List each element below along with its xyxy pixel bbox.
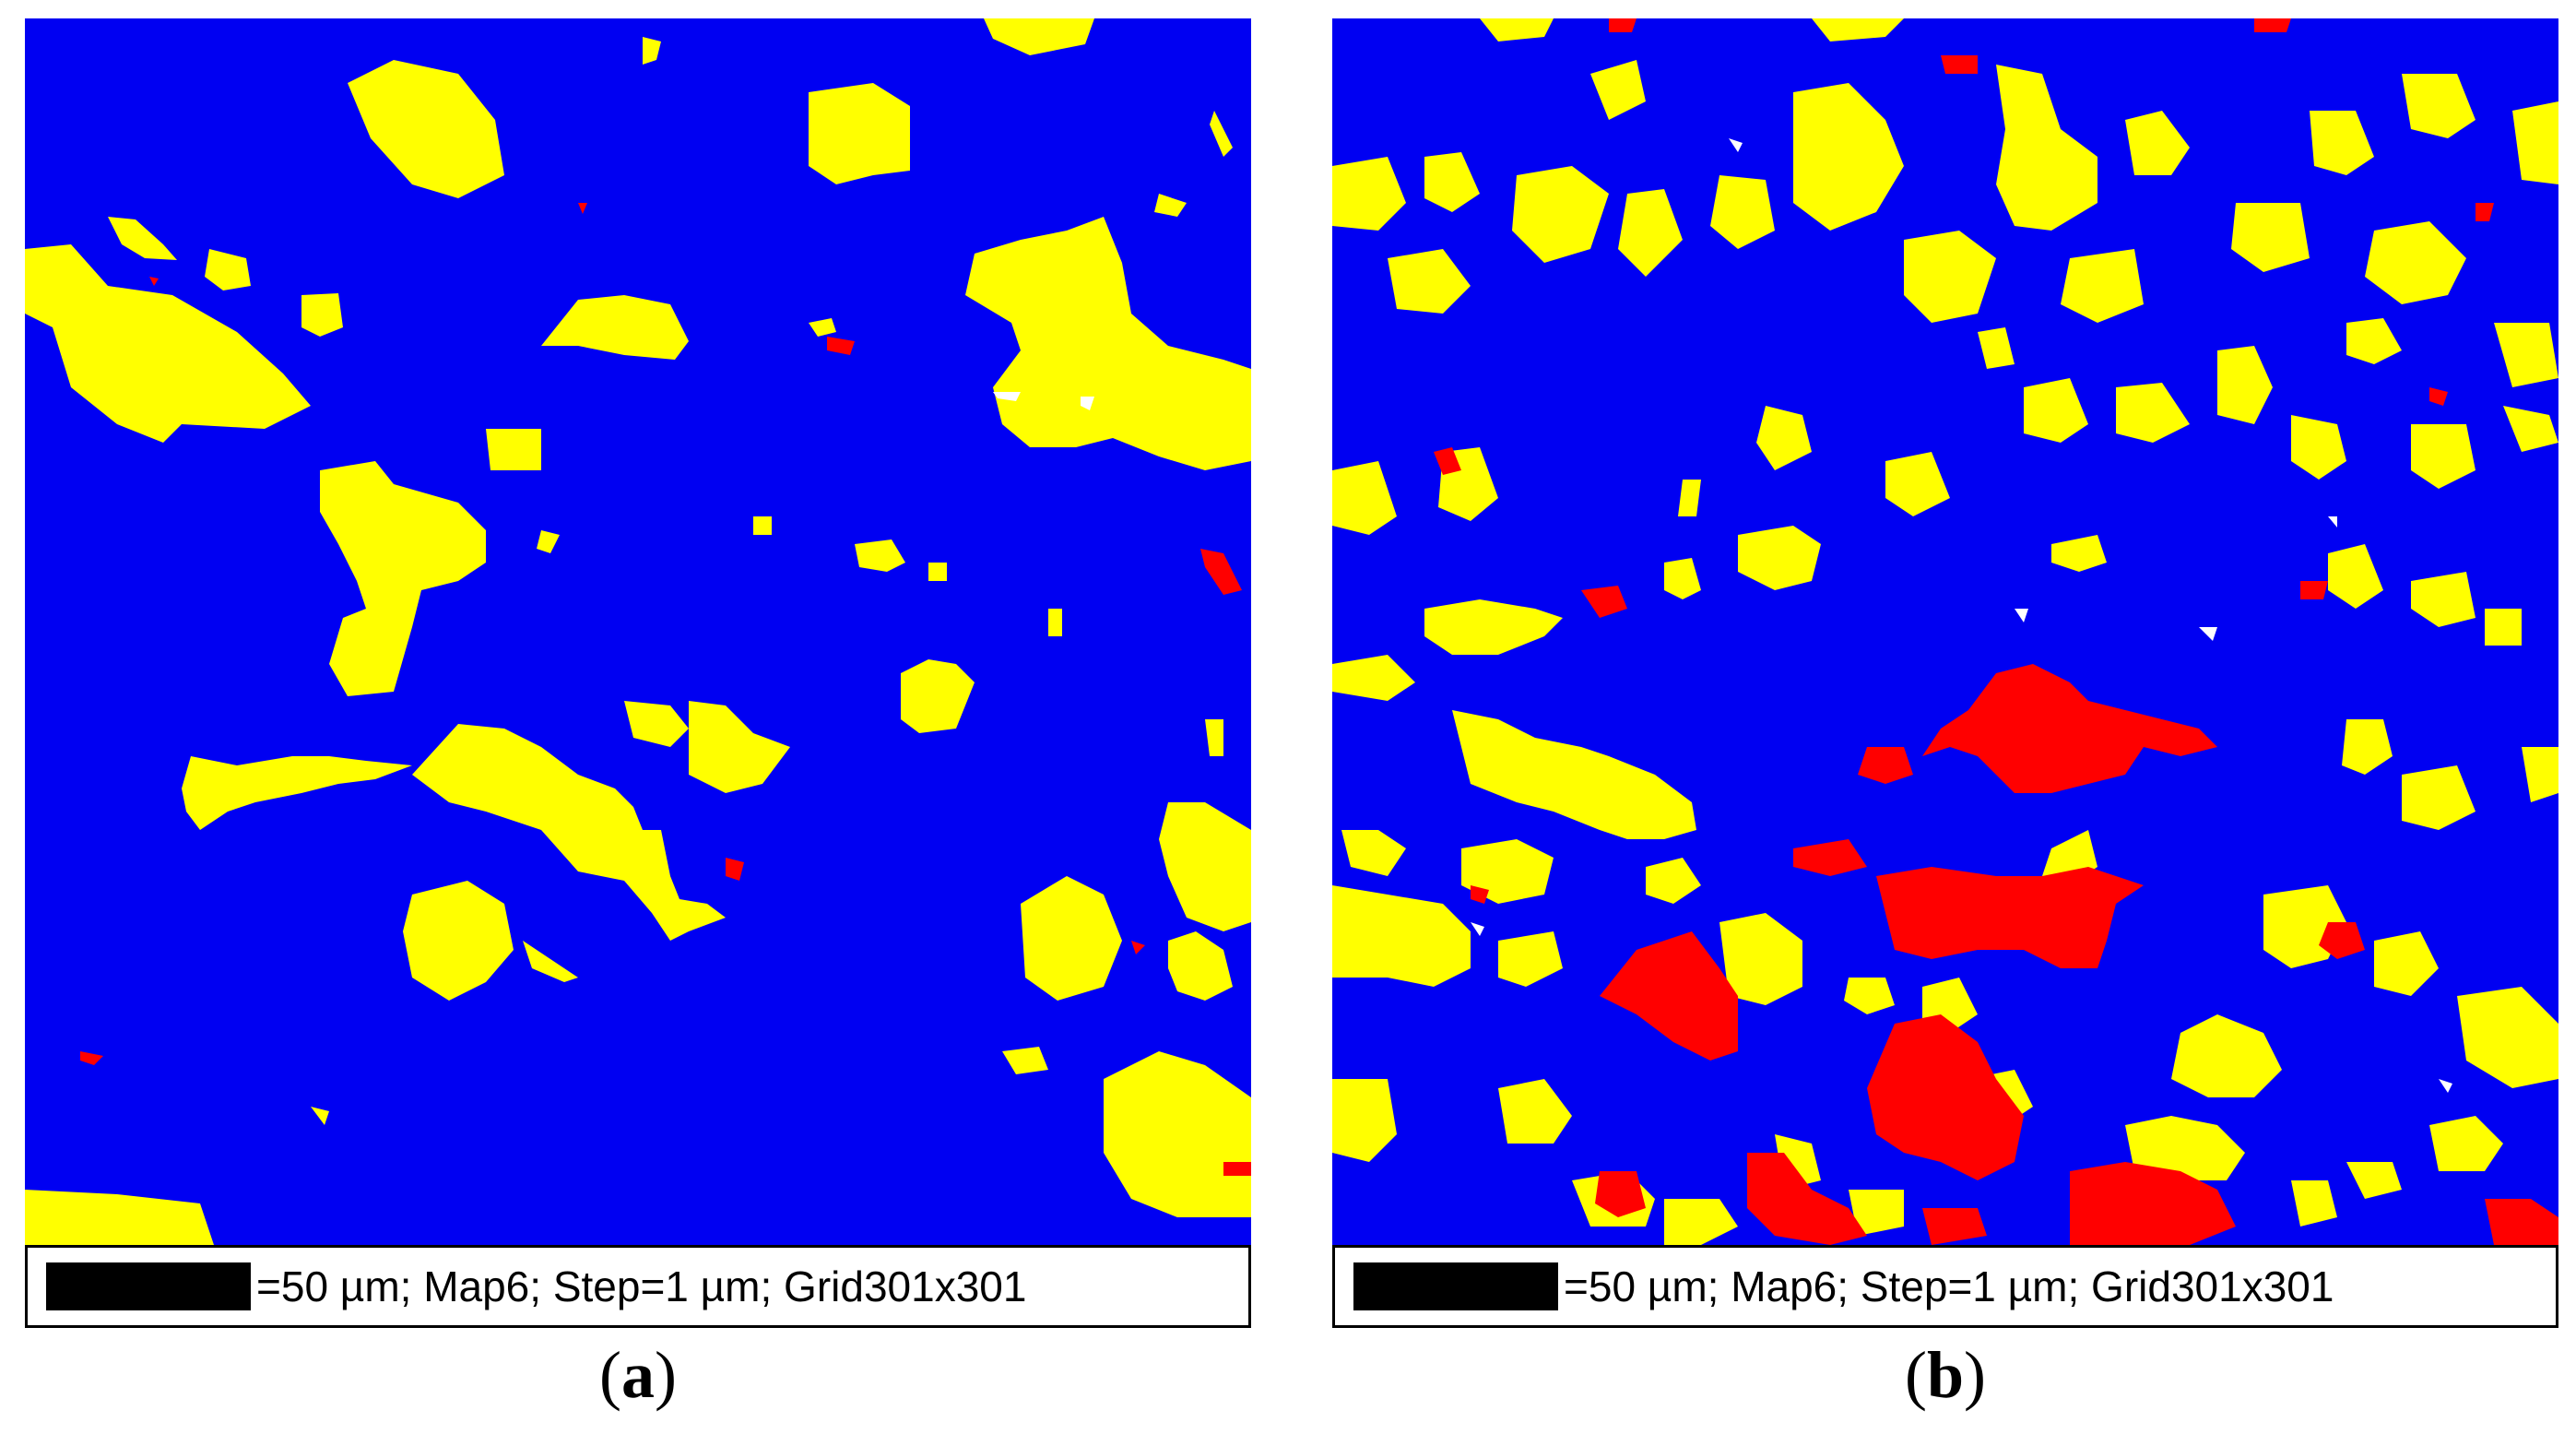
caption-b-open: ( xyxy=(1904,1338,1927,1412)
panel-a: =50 µm; Map6; Step=1 µm; Grid301x301 xyxy=(25,18,1251,1328)
caption-a-letter: a xyxy=(621,1338,655,1412)
caption-b: (b) xyxy=(1332,1337,2558,1414)
phase-map-a-image xyxy=(25,18,1251,1245)
scalebar-text-b: =50 µm; Map6; Step=1 µm; Grid301x301 xyxy=(1564,1262,2334,1310)
panel-b: =50 µm; Map6; Step=1 µm; Grid301x301 xyxy=(1332,18,2558,1328)
scalebar-text-a: =50 µm; Map6; Step=1 µm; Grid301x301 xyxy=(256,1262,1027,1310)
scalebar-bar-a xyxy=(46,1262,251,1310)
phase-map-b-image xyxy=(1332,18,2558,1245)
phase-map-a xyxy=(25,18,1251,1245)
caption-b-close: ) xyxy=(1964,1338,1986,1412)
caption-a-close: ) xyxy=(655,1338,677,1412)
scalebar-bar-b xyxy=(1353,1262,1558,1310)
phase-map-b xyxy=(1332,18,2558,1245)
scalebar-a: =50 µm; Map6; Step=1 µm; Grid301x301 xyxy=(25,1245,1251,1328)
caption-a-open: ( xyxy=(599,1338,621,1412)
scalebar-b: =50 µm; Map6; Step=1 µm; Grid301x301 xyxy=(1332,1245,2558,1328)
caption-a: (a) xyxy=(25,1337,1251,1414)
caption-b-letter: b xyxy=(1926,1338,1965,1412)
